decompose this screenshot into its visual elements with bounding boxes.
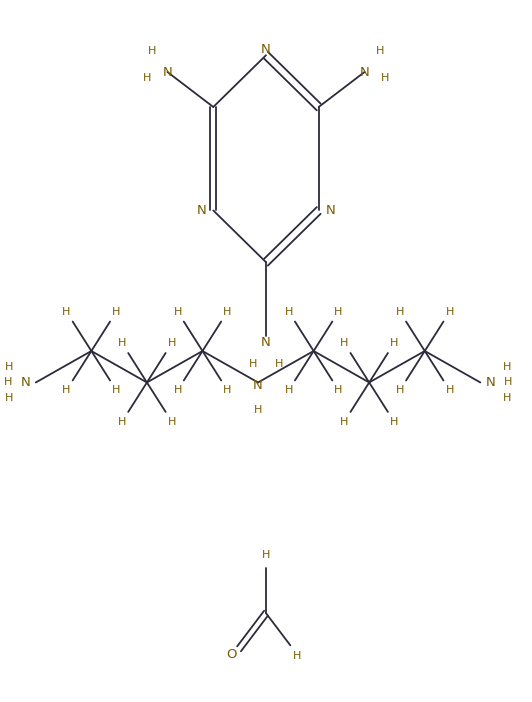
Text: N: N [486,376,495,389]
Text: H: H [62,385,71,395]
Text: N: N [21,376,30,389]
Text: H: H [248,359,257,369]
Text: H: H [396,307,404,317]
Text: H: H [340,338,348,348]
Text: H: H [5,393,13,403]
Text: H: H [285,307,293,317]
Text: N: N [326,204,335,217]
Text: N: N [261,336,271,349]
Text: H: H [223,385,231,395]
Text: H: H [445,307,454,317]
Text: H: H [254,406,262,416]
Text: H: H [223,307,231,317]
Text: H: H [445,385,454,395]
Text: N: N [261,43,271,56]
Text: H: H [275,359,284,369]
Text: H: H [340,416,348,427]
Text: H: H [173,307,182,317]
Text: H: H [390,416,398,427]
Text: H: H [143,72,152,83]
Text: H: H [503,362,511,372]
Text: H: H [168,338,176,348]
Text: H: H [380,72,389,83]
Text: N: N [163,65,172,79]
Text: N: N [197,204,206,217]
Text: H: H [118,338,126,348]
Text: H: H [285,385,293,395]
Text: O: O [226,648,236,661]
Text: H: H [293,651,301,661]
Text: H: H [5,362,13,372]
Text: H: H [376,46,385,56]
Text: H: H [147,46,156,56]
Text: H: H [112,307,120,317]
Text: H: H [262,550,270,560]
Text: H: H [173,385,182,395]
Text: N: N [253,380,263,392]
Text: H: H [112,385,120,395]
Text: N: N [360,65,369,79]
Text: H: H [168,416,176,427]
Text: H: H [334,307,343,317]
Text: H: H [118,416,126,427]
Text: H: H [334,385,343,395]
Text: H: H [504,378,512,388]
Text: H: H [396,385,404,395]
Text: H: H [503,393,511,403]
Text: H: H [62,307,71,317]
Text: H: H [390,338,398,348]
Text: H: H [4,378,12,388]
